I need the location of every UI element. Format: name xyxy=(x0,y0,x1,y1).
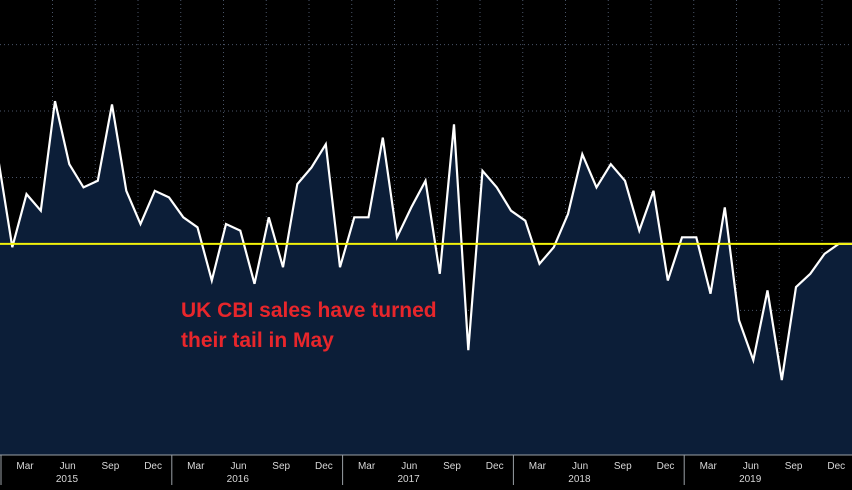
year-label: 2015 xyxy=(56,474,79,485)
chart-annotation: UK CBI sales have turned their tail in M… xyxy=(181,296,437,356)
x-tick-label: Mar xyxy=(187,461,205,472)
annotation-line-1: UK CBI sales have turned xyxy=(181,299,437,322)
x-tick-label: Jun xyxy=(572,461,588,472)
x-tick-label: Mar xyxy=(358,461,376,472)
annotation-line-2: their tail in May xyxy=(181,329,334,352)
series-line xyxy=(0,100,852,381)
x-tick-label: Jun xyxy=(230,461,246,472)
year-label: 2018 xyxy=(568,474,591,485)
x-tick-label: Mar xyxy=(529,461,547,472)
x-tick-label: Sep xyxy=(443,461,461,472)
x-tick-label: Sep xyxy=(785,461,803,472)
x-tick-label: Sep xyxy=(102,461,120,472)
x-tick-label: Jun xyxy=(60,461,76,472)
x-tick-label: Dec xyxy=(144,461,162,472)
x-tick-label: Dec xyxy=(657,461,675,472)
x-axis: Mar Jun Sep Dec Mar Jun Sep Dec Mar Jun Sep Dec Mar J… xyxy=(0,454,852,485)
x-tick-label: Dec xyxy=(827,461,845,472)
year-label: 2016 xyxy=(227,474,250,485)
x-tick-label: Dec xyxy=(486,461,504,472)
x-tick-label: Jun xyxy=(401,461,417,472)
x-tick-label: Dec xyxy=(315,461,333,472)
x-tick-label: Mar xyxy=(16,461,34,472)
x-tick-label: Sep xyxy=(614,461,632,472)
x-tick-label: Sep xyxy=(272,461,290,472)
series-area xyxy=(0,101,852,455)
year-label: 2019 xyxy=(739,474,762,485)
x-tick-label: Jun xyxy=(743,461,759,472)
year-label: 2017 xyxy=(397,474,420,485)
x-tick-label: Mar xyxy=(700,461,718,472)
